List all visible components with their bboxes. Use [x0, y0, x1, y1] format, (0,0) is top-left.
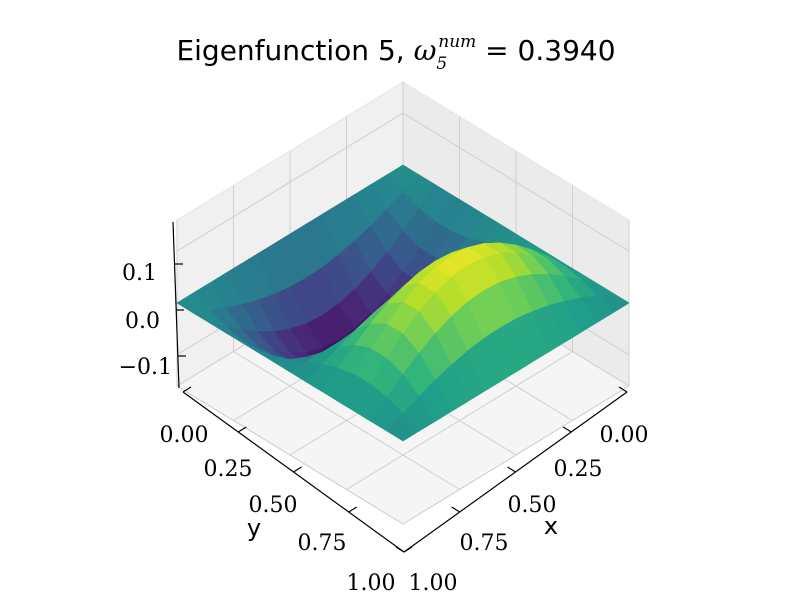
- surface-facet: [386, 413, 420, 442]
- y-tick-label: 0.75: [298, 531, 347, 556]
- wall-grid-line: [176, 112, 404, 252]
- y-tick-mark: [182, 386, 192, 393]
- tick-labels: 0.1 0.0 −0.1 0.00 0.25 0.50 0.75 1.00 0.…: [119, 261, 649, 594]
- x-tick-label: 1.00: [409, 571, 458, 594]
- title-superscript: num: [438, 32, 476, 52]
- chart-title: Eigenfunction 5, ω5num = 0.3940: [176, 32, 615, 74]
- title-prefix: Eigenfunction 5,: [176, 34, 413, 67]
- floor-grid-line: [233, 351, 460, 490]
- x-tick-label: 0.25: [554, 457, 603, 482]
- y-tick-label: 0.25: [204, 457, 253, 482]
- x-tick-mark: [562, 426, 572, 433]
- y-tick-label: 0.50: [249, 493, 298, 518]
- title-symbol: ω: [414, 34, 437, 67]
- title-value: 0.3940: [518, 34, 616, 67]
- x-tick-mark: [395, 546, 405, 553]
- z-axis-line: [172, 221, 180, 389]
- x-tick-mark: [618, 386, 628, 393]
- floor-grid-line: [402, 385, 630, 525]
- title-subscript: 5: [436, 54, 447, 74]
- title-equals: =: [476, 34, 517, 67]
- y-tick-label: 1.00: [347, 571, 396, 594]
- x-tick-mark: [451, 506, 461, 513]
- z-tick-label: −0.1: [119, 355, 172, 380]
- x-tick-mark: [507, 466, 516, 473]
- z-tick-label: 0.1: [122, 261, 157, 286]
- y-tick-mark: [293, 466, 302, 473]
- surface-plot: [176, 164, 630, 442]
- floor-grid-line: [176, 385, 404, 525]
- x-tick-label: 0.75: [460, 531, 509, 556]
- y-tick-mark: [348, 506, 358, 513]
- floor-grid-line: [346, 351, 573, 490]
- tick-marks: [175, 263, 628, 553]
- x-axis-label: x: [544, 512, 558, 540]
- y-tick-label: 0.00: [160, 423, 209, 448]
- wall-grid-line: [402, 112, 630, 252]
- x-tick-label: 0.50: [508, 493, 557, 518]
- y-tick-mark: [237, 426, 247, 433]
- y-tick-mark: [403, 546, 413, 553]
- x-tick-label: 0.00: [600, 423, 649, 448]
- y-axis-label: y: [247, 514, 261, 542]
- z-tick-label: 0.0: [125, 309, 160, 334]
